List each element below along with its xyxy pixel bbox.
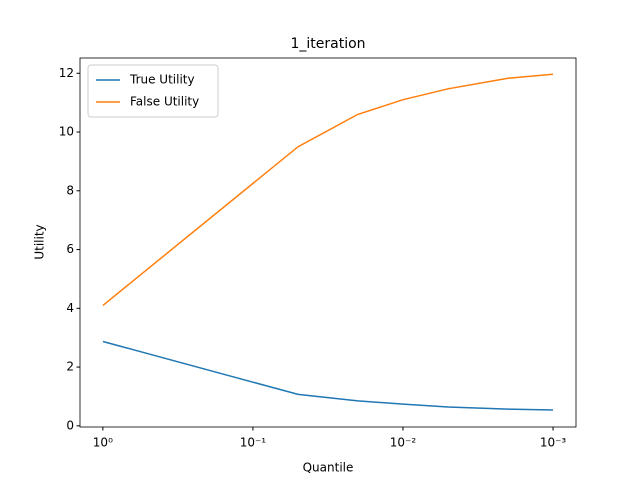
y-tick-label: 12 [59,66,74,80]
legend-box [87,64,219,118]
x-tick-label: 10⁻² [390,436,417,450]
y-tick-label: 4 [66,301,74,315]
y-tick-label: 8 [66,183,74,197]
y-tick-label: 6 [66,242,74,256]
y-axis-label: Utility [33,224,47,259]
x-tick-label: 10⁻³ [540,436,567,450]
chart-title: 1_iteration [290,36,365,52]
legend-label: False Utility [130,95,199,109]
x-axis-label: Quantile [303,461,354,475]
line [102,73,554,306]
y-tick-label: 2 [66,360,74,374]
plot-frame [79,57,577,428]
legend-label: True Utility [129,73,195,87]
y-tick-label: 0 [66,418,74,432]
y-tick-label: 10 [59,125,74,139]
x-tick-label: 10⁰ [93,436,113,450]
line [102,340,554,411]
x-tick-label: 10⁻¹ [240,436,267,450]
